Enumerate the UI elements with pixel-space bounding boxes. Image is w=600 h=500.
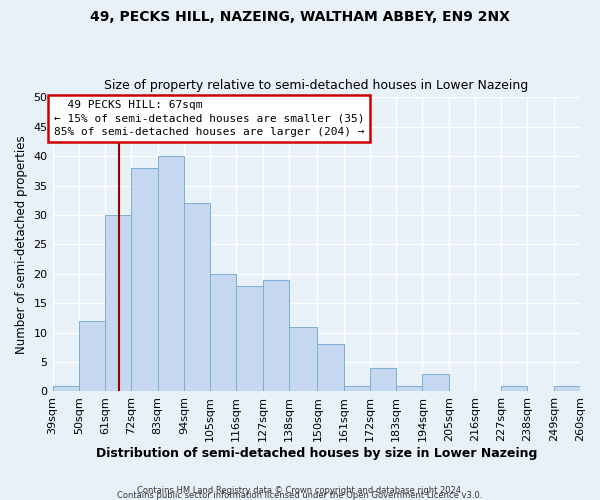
Y-axis label: Number of semi-detached properties: Number of semi-detached properties	[15, 135, 28, 354]
Title: Size of property relative to semi-detached houses in Lower Nazeing: Size of property relative to semi-detach…	[104, 79, 529, 92]
Bar	[554, 386, 580, 392]
Bar	[158, 156, 184, 392]
X-axis label: Distribution of semi-detached houses by size in Lower Nazeing: Distribution of semi-detached houses by …	[95, 447, 537, 460]
Bar	[184, 203, 210, 392]
Text: 49, PECKS HILL, NAZEING, WALTHAM ABBEY, EN9 2NX: 49, PECKS HILL, NAZEING, WALTHAM ABBEY, …	[90, 10, 510, 24]
Bar	[105, 215, 131, 392]
Bar	[422, 374, 449, 392]
Bar	[317, 344, 344, 392]
Bar	[79, 321, 105, 392]
Bar	[396, 386, 422, 392]
Bar	[236, 286, 263, 392]
Bar	[370, 368, 396, 392]
Text: Contains HM Land Registry data © Crown copyright and database right 2024.: Contains HM Land Registry data © Crown c…	[137, 486, 463, 495]
Bar	[344, 386, 370, 392]
Bar	[263, 280, 289, 392]
Bar	[289, 327, 317, 392]
Bar	[131, 168, 158, 392]
Bar	[210, 274, 236, 392]
Text: 49 PECKS HILL: 67sqm
← 15% of semi-detached houses are smaller (35)
85% of semi-: 49 PECKS HILL: 67sqm ← 15% of semi-detac…	[54, 100, 364, 136]
Bar	[501, 386, 527, 392]
Bar	[53, 386, 79, 392]
Text: Contains public sector information licensed under the Open Government Licence v3: Contains public sector information licen…	[118, 491, 482, 500]
